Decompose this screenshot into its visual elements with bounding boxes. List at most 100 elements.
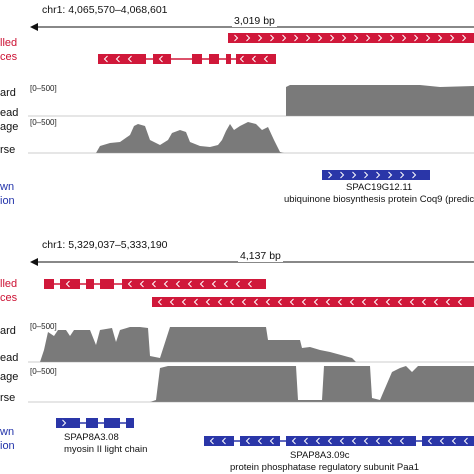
strand-chevron xyxy=(269,437,274,445)
panel1-track-label-reverse: rse xyxy=(0,144,16,156)
strand-chevron xyxy=(169,298,174,306)
strand-chevron xyxy=(412,171,417,179)
panel2-gene2-description: protein phosphatase regulatory subunit P… xyxy=(230,462,420,473)
panel1-track-label-called-2: ces xyxy=(0,51,18,63)
strand-chevron xyxy=(327,437,332,445)
strand-chevron xyxy=(187,280,192,288)
strand-chevron xyxy=(363,437,368,445)
strand-chevron xyxy=(103,55,108,63)
strand-chevron xyxy=(361,298,366,306)
strand-chevron xyxy=(427,437,432,445)
strand-chevron xyxy=(127,55,132,63)
panel2-track-label-read: ead xyxy=(0,352,19,364)
strand-chevron xyxy=(457,298,462,306)
strand-chevron xyxy=(306,34,311,42)
panel1-reverse-coverage xyxy=(80,122,284,153)
strand-chevron xyxy=(209,437,214,445)
panel2-gene1-name: SPAP8A3.08 xyxy=(64,432,119,443)
strand-chevron xyxy=(175,280,180,288)
panel1-reverse-scale: [0–500] xyxy=(30,118,57,127)
strand-chevron xyxy=(366,34,371,42)
strand-chevron xyxy=(426,34,431,42)
strand-chevron xyxy=(151,280,156,288)
strand-chevron xyxy=(181,298,186,306)
panel2-called-transcripts xyxy=(44,279,474,307)
strand-chevron xyxy=(270,34,275,42)
strand-chevron xyxy=(313,298,318,306)
panel1-forward-scale: [0–500] xyxy=(30,84,57,93)
panel1-span-length: 3,019 bp xyxy=(232,15,277,27)
panel2-track-label-coverage: age xyxy=(0,371,19,383)
strand-chevron xyxy=(330,34,335,42)
called-transcript-1 xyxy=(228,33,474,43)
panel2-known-gene-2 xyxy=(204,436,474,446)
strand-chevron xyxy=(235,280,240,288)
strand-chevron xyxy=(289,298,294,306)
strand-chevron xyxy=(339,437,344,445)
strand-chevron xyxy=(265,298,270,306)
strand-chevron xyxy=(337,298,342,306)
strand-chevron xyxy=(400,171,405,179)
panel1-track-label-called-1: lled xyxy=(0,37,18,49)
strand-chevron xyxy=(211,280,216,288)
panel1-known-gene xyxy=(322,170,430,180)
strand-chevron xyxy=(193,298,198,306)
called-transcript-4 xyxy=(152,297,474,307)
strand-chevron xyxy=(376,171,381,179)
strand-chevron xyxy=(399,437,404,445)
strand-chevron xyxy=(349,298,354,306)
panel2-reverse-scale: [0–500] xyxy=(30,367,57,376)
strand-chevron xyxy=(199,280,204,288)
panel1-called-transcripts xyxy=(98,33,474,64)
strand-chevron xyxy=(463,437,468,445)
strand-chevron xyxy=(139,280,144,288)
strand-chevron xyxy=(239,55,244,63)
panel2-track-label-called-2: ces xyxy=(0,292,18,304)
called-transcript-2 xyxy=(98,54,276,64)
strand-chevron xyxy=(253,298,258,306)
panel2-coordinates: chr1: 5,329,037–5,333,190 xyxy=(42,239,168,251)
strand-chevron xyxy=(385,298,390,306)
strand-chevron xyxy=(294,34,299,42)
strand-chevron xyxy=(258,34,263,42)
strand-chevron xyxy=(378,34,383,42)
panel2-track-label-reverse: rse xyxy=(0,392,16,404)
panel2-reverse-coverage xyxy=(150,366,474,402)
strand-chevron xyxy=(115,55,120,63)
strand-chevron xyxy=(351,437,356,445)
strand-chevron xyxy=(234,34,239,42)
strand-chevron xyxy=(325,298,330,306)
strand-chevron xyxy=(263,55,268,63)
panel1-track-label-read: ead xyxy=(0,107,19,119)
strand-chevron xyxy=(354,34,359,42)
strand-chevron xyxy=(328,171,333,179)
strand-chevron xyxy=(246,34,251,42)
strand-chevron xyxy=(433,298,438,306)
panel1-track-label-known-1: wn xyxy=(0,181,15,193)
strand-chevron xyxy=(282,34,287,42)
strand-chevron xyxy=(439,437,444,445)
strand-chevron xyxy=(241,298,246,306)
strand-chevron xyxy=(438,34,443,42)
strand-chevron xyxy=(462,34,467,42)
strand-chevron xyxy=(245,437,250,445)
strand-chevron xyxy=(390,34,395,42)
panel1-track-label-known-2: ion xyxy=(0,195,15,207)
panel2-track-label-forward: ard xyxy=(0,325,16,337)
panel1-gene-name: SPAC19G12.11 xyxy=(346,182,413,193)
strand-chevron xyxy=(450,34,455,42)
strand-chevron xyxy=(364,171,369,179)
strand-chevron xyxy=(257,437,262,445)
panel2-track-label-known-2: ion xyxy=(0,440,15,452)
panel2-gene1-description: myosin II light chain xyxy=(64,444,148,455)
panel2-forward-scale: [0–500] xyxy=(30,322,57,331)
strand-chevron xyxy=(65,280,70,288)
panel1-gene-description: ubiquinone biosynthesis protein Coq9 (pr… xyxy=(284,194,474,205)
strand-chevron xyxy=(223,280,228,288)
strand-chevron xyxy=(251,55,256,63)
panel1-forward-coverage xyxy=(272,85,474,116)
strand-chevron xyxy=(229,298,234,306)
strand-chevron xyxy=(409,298,414,306)
strand-chevron xyxy=(402,34,407,42)
